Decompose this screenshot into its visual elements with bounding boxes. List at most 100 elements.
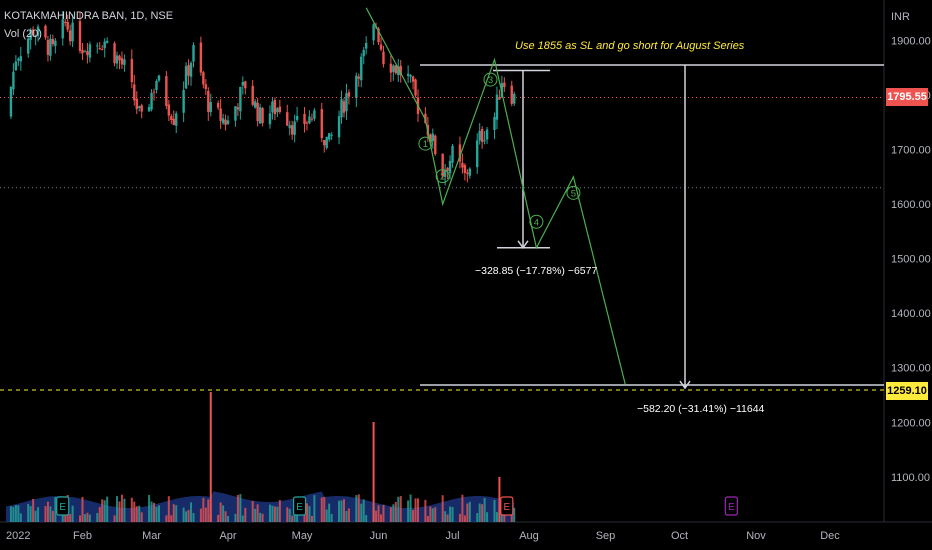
volume-bar <box>172 504 175 522</box>
volume-bar <box>394 501 397 522</box>
volume-bar <box>103 500 106 522</box>
candle-body <box>209 102 212 113</box>
volume-bar <box>417 498 419 522</box>
time-tick-label: Sep <box>596 530 616 542</box>
candle-body <box>357 76 360 79</box>
candle-body <box>337 116 341 138</box>
volume-bar <box>130 497 133 522</box>
volume-bar <box>466 503 469 522</box>
volume-bar <box>483 497 486 522</box>
volume-bar <box>338 500 341 522</box>
wave-label-3: 3 <box>488 75 493 86</box>
earnings-event-marker: E <box>292 496 307 516</box>
candle-body <box>448 160 452 174</box>
volume-bar <box>69 514 72 522</box>
volume-bar <box>476 513 479 522</box>
candle-body <box>96 45 99 47</box>
volume-bar <box>138 505 141 522</box>
candle-body <box>239 86 242 112</box>
candle-body <box>170 116 173 121</box>
candle-body <box>483 140 486 142</box>
wave-label-4: 4 <box>534 217 539 228</box>
price-tick-label: 1200.00 <box>891 417 931 429</box>
volume-bar <box>362 499 365 522</box>
wave-label-1: 1 <box>423 139 428 150</box>
time-tick-label: May <box>292 530 313 542</box>
earnings-event-marker: E <box>56 496 70 516</box>
volume-bar <box>486 512 489 522</box>
candle-body <box>17 58 20 61</box>
candle-body <box>313 110 316 119</box>
volume-bar <box>399 496 402 522</box>
candle-body <box>192 45 195 62</box>
candle-body <box>364 43 368 49</box>
volume-bar <box>330 513 333 522</box>
volume-bar <box>409 494 412 522</box>
candle-body <box>355 75 358 99</box>
candle-body <box>27 38 30 54</box>
earnings-marker-box <box>56 496 70 516</box>
candle-body <box>184 66 188 89</box>
candle-body <box>271 101 274 113</box>
volume-ma-area <box>6 491 515 522</box>
price-tick-label: 1300.00 <box>891 363 931 375</box>
candle-body <box>103 41 106 49</box>
candle-body <box>411 76 415 82</box>
candle-body <box>409 75 412 77</box>
volume-bar <box>293 514 296 522</box>
candle-body <box>320 109 323 139</box>
candle-body <box>29 29 32 40</box>
measure2-arrow-head <box>679 380 691 390</box>
candle-body <box>466 172 469 174</box>
candle-body <box>113 43 116 64</box>
candle-body <box>276 108 279 113</box>
volume-bar <box>513 507 516 522</box>
volume-bar <box>29 506 32 522</box>
price-tick-label: 1700.00 <box>891 145 931 157</box>
volume-bar <box>106 496 109 522</box>
candle-body <box>458 144 462 162</box>
volume-indicator-label[interactable]: Vol (20) <box>4 28 42 40</box>
volume-bar <box>234 513 237 522</box>
candle-body <box>503 82 506 88</box>
candle-body <box>36 26 40 36</box>
candle-body <box>9 87 13 117</box>
volume-bar <box>355 495 358 522</box>
candle-body <box>389 63 393 73</box>
candle-body <box>157 75 161 81</box>
candle-body <box>303 113 306 125</box>
candle-body <box>345 93 348 112</box>
volume-bar <box>207 499 210 522</box>
time-tick-label: Apr <box>219 530 236 542</box>
volume-bar <box>310 515 313 522</box>
candle-body <box>290 125 294 135</box>
volume-bar <box>239 494 242 522</box>
volume-bar <box>313 495 316 522</box>
volume-bar <box>288 508 291 522</box>
candle-body <box>86 51 89 56</box>
symbol-title[interactable]: KOTAKMAHINDRA BAN, 1D, NSE <box>4 10 174 22</box>
volume-bar <box>254 508 257 522</box>
volume-bar <box>320 497 323 522</box>
candle-body <box>138 106 141 108</box>
volume-bar <box>96 512 99 522</box>
volume-bar <box>244 507 247 522</box>
volume-bar <box>224 511 227 522</box>
volume-bar <box>222 505 225 522</box>
volume-bar <box>444 511 447 522</box>
candle-body <box>273 99 277 115</box>
volume-bar <box>118 501 121 522</box>
candle-body <box>305 122 309 124</box>
volume-bar <box>19 513 22 522</box>
candle-body <box>49 38 52 56</box>
candle-body <box>327 133 331 140</box>
volume-bar <box>81 496 84 522</box>
volume-bar <box>278 499 281 522</box>
candle-body <box>431 133 435 142</box>
volume-bar <box>101 499 104 522</box>
volume-spike <box>372 422 375 522</box>
volume-bar <box>256 504 259 522</box>
volume-bar <box>187 509 190 522</box>
volume-bar <box>120 494 123 522</box>
